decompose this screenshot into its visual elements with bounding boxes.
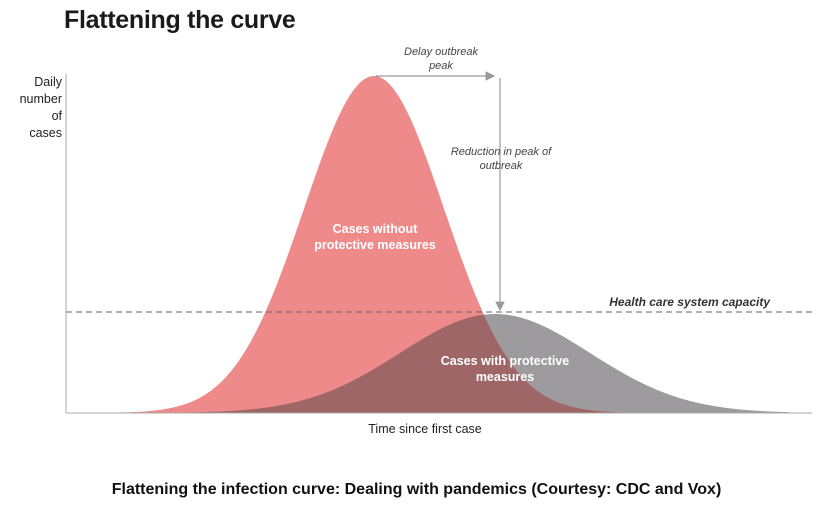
capacity-label: Health care system capacity: [609, 295, 770, 309]
chart-title: Flattening the curve: [64, 6, 296, 34]
delay-annotation-line: Delay outbreak: [404, 46, 478, 58]
reduction-annotation: Reduction in peak of outbreak: [442, 145, 560, 173]
x-axis-label: Time since first case: [368, 422, 482, 436]
y-axis-label-line: Daily: [34, 75, 62, 89]
curve-without-measures: [80, 76, 660, 413]
delay-annotation-line: peak: [429, 60, 453, 72]
label-with-measures: Cases with protective measures: [430, 353, 580, 385]
figure-caption: Flattening the infection curve: Dealing …: [111, 481, 722, 498]
reduction-annotation-line: outbreak: [479, 160, 523, 172]
curve-diagram: [65, 71, 812, 414]
label-with-line: Cases with protective: [440, 354, 570, 368]
y-axis-label-line: cases: [29, 126, 62, 140]
label-without-line: protective measures: [314, 238, 436, 252]
y-axis-label-line: number of: [19, 92, 62, 123]
label-without-line: Cases without: [332, 222, 418, 236]
reduction-annotation-line: Reduction in peak of: [450, 146, 552, 158]
y-axis-label: Daily number of cases: [8, 74, 62, 142]
delay-annotation: Delay outbreak peak: [386, 45, 496, 73]
label-with-line: measures: [475, 370, 535, 384]
label-without-measures: Cases without protective measures: [300, 221, 450, 253]
